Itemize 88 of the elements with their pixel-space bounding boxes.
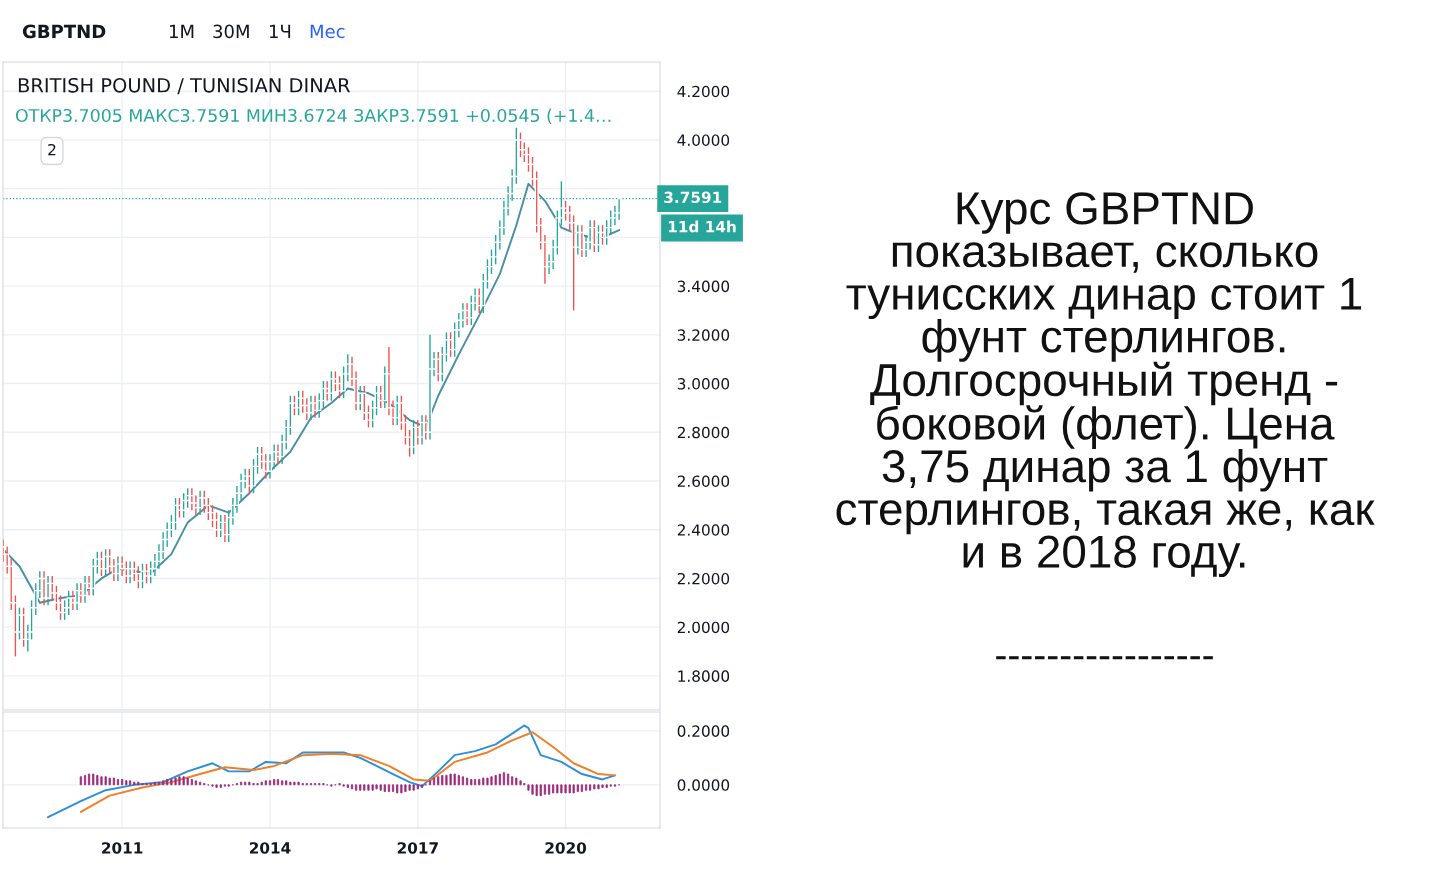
candlestick [75,582,80,611]
candlestick [296,390,301,416]
y-tick-label: 2.4000 [677,524,730,536]
candlestick [144,563,149,585]
candlestick [202,490,207,514]
candlestick [91,558,96,597]
candlestick [436,351,441,382]
candlestick [214,511,219,538]
candlestick [173,497,178,531]
candlestick [395,395,400,426]
text: BRITISH POUND / TUNISIAN DINAR [18,77,351,95]
candlestick [329,370,334,402]
y-tick-label: 2.0000 [677,621,730,634]
candlestick [419,414,425,446]
x-tick-label: 2011 [102,842,143,854]
line-series [47,724,616,819]
ref-line-label: 3.7591 [664,191,722,204]
candlestick [82,575,88,604]
text: 1М [169,24,194,38]
y-tick-label: 0.0000 [677,779,730,791]
candlestick [50,575,55,602]
text: ----------------- [996,656,1213,660]
y-tick-label: 3.4000 [677,280,730,293]
candlestick [304,397,309,421]
annotation: 2 [48,143,56,156]
candlestick [132,560,137,582]
candlestick [325,380,330,402]
candlestick [247,468,252,494]
y-tick-label: 2.8000 [677,426,730,439]
candlestick [46,575,51,606]
candlestick [411,419,416,455]
candlestick [189,487,194,511]
candlestick [275,443,280,465]
candlestick [99,550,104,577]
candlestick [17,606,22,641]
text: 1Ч [269,24,291,38]
candlestick [70,589,75,611]
x-tick-label: 2017 [397,842,438,854]
x-tick-label: 2020 [545,842,587,854]
candlestick [263,453,268,480]
candlestick [600,224,605,246]
text: 11d 14h [668,220,736,233]
candlestick [103,548,108,577]
y-tick-label: 4.0000 [677,134,730,146]
candlestick [317,392,322,419]
candlestick [181,492,186,519]
candlestick [185,487,190,509]
candlestick [308,395,314,421]
line-series [79,731,616,813]
candlestick [592,219,597,253]
text: Курс GBPTND показывает, сколько тунисских динар стоит 1 фунт стерлингов. Долгосрочный тренд - боковой (флет). Цена 3,75 динар за 1 фунт стерлингов, такая же, как и в 2018 году. [836,192,1375,578]
y-tick-label: 0.2000 [677,725,730,737]
candlestick [128,560,133,585]
candlestick [136,565,141,589]
candlestick [177,497,182,519]
x-tick-label: 2014 [249,842,291,854]
text: GBPTND [22,24,106,39]
candlestick [312,395,318,419]
candlestick [362,385,367,421]
candlestick [448,331,453,358]
candlestick [66,589,71,616]
candlestick [596,224,601,253]
candlestick [198,490,203,516]
candlestick [124,560,129,585]
candlestick [337,375,342,399]
candlestick [333,370,338,392]
text: Мес [310,24,345,39]
candlestick [218,514,223,538]
text: 30М [213,24,249,39]
candlestick [222,514,227,543]
candlestick [120,555,125,577]
y-tick-label: 3.0000 [677,378,730,390]
text: ОТКР3.7005 МАКС3.7591 МИН3.6724 ЗАКР3.7591 +0.0545 (+1.4… [15,108,611,125]
candlestick [415,419,420,446]
y-tick-label: 1.8000 [678,670,730,682]
candlestick [575,224,580,256]
y-tick-label: 3.2000 [677,329,730,341]
candlestick [140,563,145,589]
candlestick [115,555,120,582]
y-tick-label: 4.2000 [677,85,730,98]
candlestick [78,582,83,604]
candlestick [579,224,584,258]
candlestick [608,209,613,236]
y-tick-label: 2.2000 [677,572,730,585]
candlestick [41,570,47,606]
y-tick-label: 2.6000 [677,475,730,488]
candlestick [111,558,116,582]
candlestick [465,302,470,326]
